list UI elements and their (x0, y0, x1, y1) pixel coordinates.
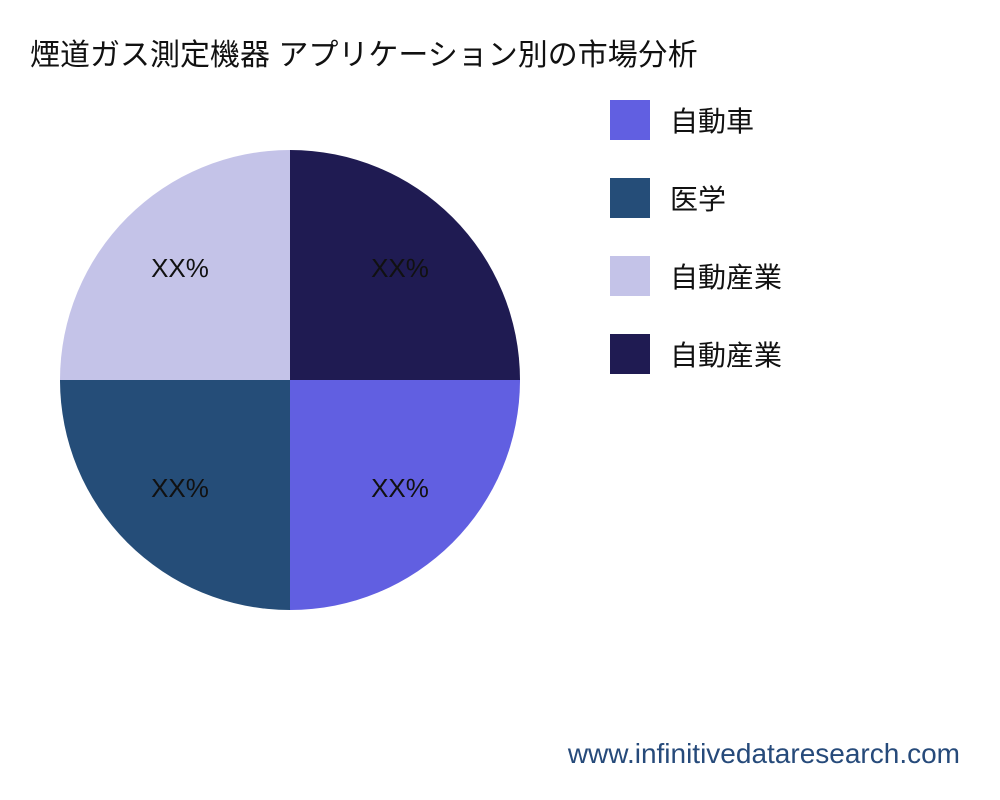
legend-item: 自動車 (610, 100, 990, 140)
chart-page: 煙道ガス測定機器 アプリケーション別の市場分析 XX% XX% XX% XX% 自動車… (0, 0, 1000, 800)
legend-swatch (610, 100, 650, 140)
pie-chart-svg: XX% XX% XX% XX% (30, 100, 580, 650)
footer-attribution: www.infinitivedataresearch.com (40, 738, 960, 770)
legend-swatch (610, 178, 650, 218)
pie-slice-label: XX% (371, 473, 429, 503)
legend-swatch (610, 256, 650, 296)
pie-slice-label: XX% (151, 473, 209, 503)
pie-slice-label: XX% (151, 253, 209, 283)
legend-item: 自動産業 (610, 256, 990, 296)
chart-title: 煙道ガス測定機器 アプリケーション別の市場分析 (30, 30, 698, 74)
chart-legend: 自動車医学自動産業自動産業 (610, 100, 990, 412)
pie-slice-label: XX% (371, 253, 429, 283)
pie-chart: XX% XX% XX% XX% (30, 100, 580, 650)
legend-item: 自動産業 (610, 334, 990, 374)
legend-label: 医学 (670, 178, 726, 218)
legend-label: 自動産業 (670, 256, 782, 296)
legend-label: 自動産業 (670, 334, 782, 374)
legend-label: 自動車 (670, 100, 754, 140)
legend-item: 医学 (610, 178, 990, 218)
legend-swatch (610, 334, 650, 374)
